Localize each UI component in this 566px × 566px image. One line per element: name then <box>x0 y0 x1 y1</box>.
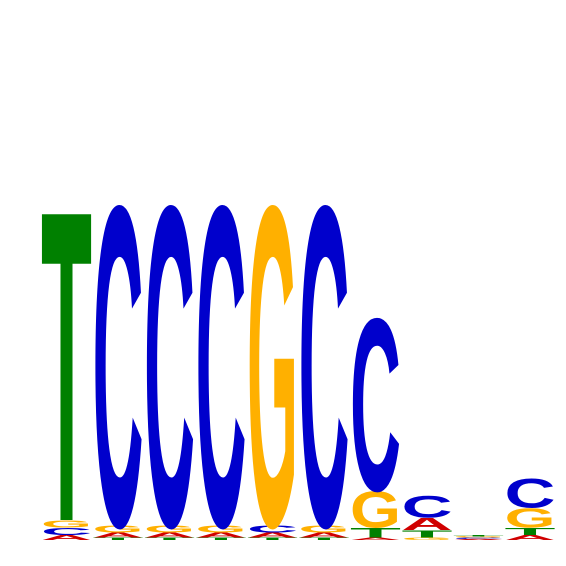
logo-letter-g: G <box>453 536 504 538</box>
logo-letter-g: G <box>41 518 92 530</box>
logo-letter-c: C <box>41 526 92 538</box>
logo-letter-c: C <box>402 489 453 524</box>
logo-letter-g: G <box>247 112 298 566</box>
logo-letter-a: A <box>402 514 453 534</box>
logo-letter-g: G <box>93 523 144 535</box>
logo-letter-g: G <box>144 523 195 535</box>
logo-letter-c: C <box>93 111 144 566</box>
logo-letter-t: T <box>93 537 144 541</box>
logo-letter-a: A <box>350 537 401 541</box>
logo-letter-g: G <box>196 523 247 535</box>
logo-letter-a: A <box>247 531 298 539</box>
logo-letter-t: T <box>453 535 504 537</box>
logo-letter-a: A <box>196 531 247 539</box>
logo-letter-c: C <box>299 111 350 566</box>
logo-letter-c: C <box>350 268 401 543</box>
logo-letter-t: T <box>350 525 401 541</box>
logo-letter-t: T <box>505 526 556 538</box>
logo-letter-t: T <box>299 537 350 541</box>
logo-letter-t: T <box>247 537 298 541</box>
logo-letter-c: C <box>196 111 247 566</box>
logo-letter-a: A <box>299 531 350 539</box>
logo-letter-c: C <box>505 471 556 517</box>
logo-letter-c: C <box>453 537 504 539</box>
logo-letter-g: G <box>402 537 453 541</box>
logo-letter-g: G <box>299 523 350 535</box>
logo-letter-a: A <box>144 531 195 539</box>
logo-letter-a: A <box>93 531 144 539</box>
logo-letter-g: G <box>350 480 401 539</box>
logo-letter-t: T <box>41 118 92 566</box>
logo-letter-c: C <box>247 523 298 535</box>
logo-letter-t: T <box>402 528 453 540</box>
logo-letter-a: A <box>505 534 556 542</box>
logo-letter-g: G <box>505 502 556 533</box>
logo-letter-a: A <box>453 538 504 540</box>
logo-letter-t: T <box>196 537 247 541</box>
logo-letter-t: T <box>144 537 195 541</box>
logo-letter-c: C <box>144 111 195 566</box>
logo-letter-a: A <box>41 534 92 542</box>
